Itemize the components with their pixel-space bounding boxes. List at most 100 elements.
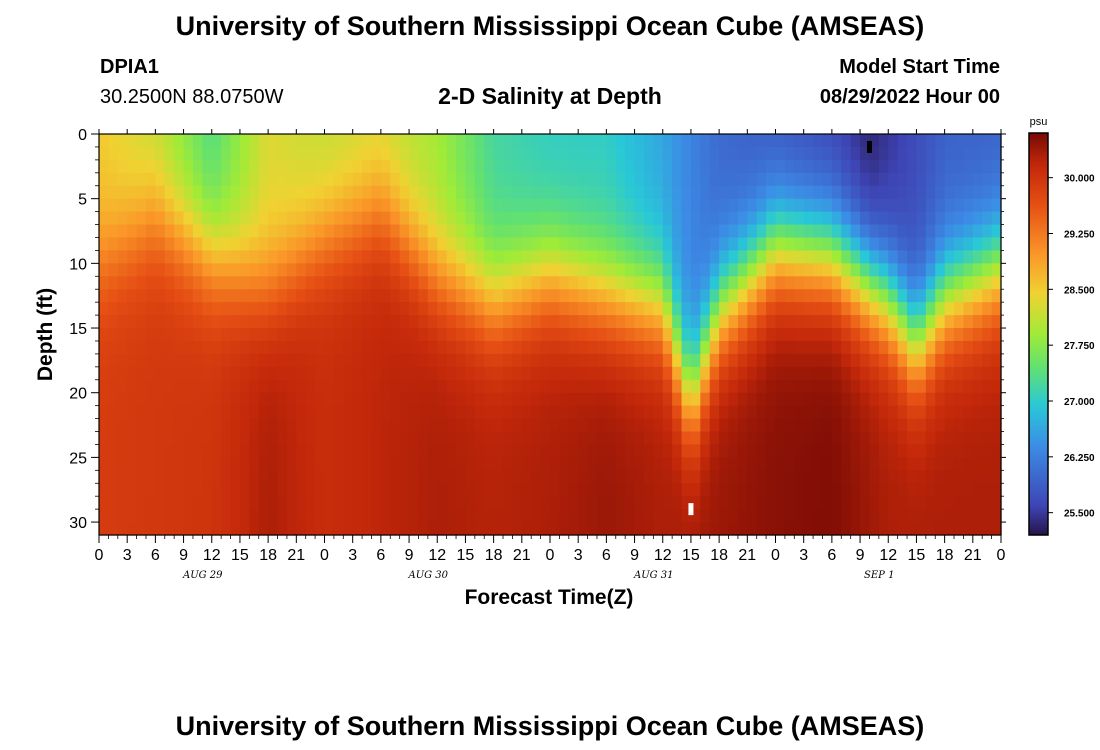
heatmap-cell xyxy=(409,509,420,523)
heatmap-cell xyxy=(277,444,288,458)
heatmap-cell xyxy=(258,470,269,484)
heatmap-cell xyxy=(925,198,936,213)
x-tick-label: 18 xyxy=(936,547,954,564)
heatmap-cell xyxy=(456,340,467,355)
heatmap-cell xyxy=(503,457,514,471)
heatmap-cell xyxy=(108,276,119,290)
heatmap-cell xyxy=(136,405,147,420)
heatmap-cell xyxy=(653,353,664,368)
heatmap-cell xyxy=(925,146,936,161)
heatmap-cell xyxy=(446,431,457,446)
heatmap-cell xyxy=(925,328,936,342)
heatmap-cell xyxy=(268,328,279,342)
heatmap-cell xyxy=(503,250,514,264)
heatmap-cell xyxy=(991,159,1002,174)
heatmap-cell xyxy=(625,211,636,226)
heatmap-cell xyxy=(277,211,288,226)
heatmap-cell xyxy=(568,405,579,420)
heatmap-cell xyxy=(324,418,335,433)
heatmap-cell xyxy=(587,496,598,510)
heatmap-cell xyxy=(277,379,288,394)
heatmap-cell xyxy=(540,211,551,226)
heatmap-cell xyxy=(587,263,598,277)
heatmap-cell xyxy=(596,134,607,148)
heatmap-cell xyxy=(380,431,391,446)
heatmap-cell xyxy=(954,509,965,523)
heatmap-cell xyxy=(803,379,814,394)
heatmap-cell xyxy=(681,224,692,239)
heatmap-cell xyxy=(249,509,260,523)
heatmap-cell xyxy=(963,198,974,213)
heatmap-cell xyxy=(352,159,363,174)
heatmap-cell xyxy=(286,405,297,420)
heatmap-cell xyxy=(324,172,335,187)
heatmap-cell xyxy=(963,470,974,484)
heatmap-cell xyxy=(409,392,420,407)
heatmap-cell xyxy=(606,457,617,471)
heatmap-cell xyxy=(211,276,222,290)
heatmap-cell xyxy=(380,444,391,458)
heatmap-cell xyxy=(446,134,457,148)
heatmap-cell xyxy=(897,379,908,394)
heatmap-cell xyxy=(108,431,119,446)
heatmap-cell xyxy=(681,263,692,277)
heatmap-cell xyxy=(503,444,514,458)
heatmap-cell xyxy=(766,328,777,342)
heatmap-cell xyxy=(277,366,288,381)
heatmap-cell xyxy=(437,185,448,200)
heatmap-cell xyxy=(315,198,326,213)
heatmap-cell xyxy=(249,185,260,200)
heatmap-cell xyxy=(803,457,814,471)
heatmap-cell xyxy=(202,276,213,290)
heatmap-cell xyxy=(550,392,560,407)
heatmap-cell xyxy=(831,431,842,446)
heatmap-cell xyxy=(747,276,758,290)
heatmap-cell xyxy=(653,470,664,484)
heatmap-cell xyxy=(878,315,889,329)
heatmap-cell xyxy=(954,522,965,536)
heatmap-cell xyxy=(596,172,607,187)
heatmap-cell xyxy=(916,418,927,433)
heatmap-cell xyxy=(117,211,128,226)
heatmap-cell xyxy=(794,302,805,316)
heatmap-cell xyxy=(117,431,128,446)
heatmap-cell xyxy=(681,276,692,290)
heatmap-cell xyxy=(343,444,354,458)
heatmap-cell xyxy=(596,366,607,381)
heatmap-cell xyxy=(662,185,673,200)
heatmap-cell xyxy=(850,405,861,420)
heatmap-cell xyxy=(766,431,777,446)
heatmap-cell xyxy=(653,522,664,536)
heatmap-cell xyxy=(362,418,373,433)
heatmap-cell xyxy=(963,211,974,226)
heatmap-cell xyxy=(606,405,617,420)
heatmap-cell xyxy=(841,263,852,277)
heatmap-cell xyxy=(963,172,974,187)
heatmap-cell xyxy=(991,211,1002,226)
heatmap-cell xyxy=(559,509,570,523)
heatmap-cell xyxy=(643,457,654,471)
heatmap-cell xyxy=(907,302,918,316)
heatmap-cell xyxy=(117,302,128,316)
heatmap-cell xyxy=(568,353,579,368)
heatmap-cell xyxy=(155,224,166,239)
heatmap-cell xyxy=(427,263,438,277)
heatmap-cell xyxy=(202,457,213,471)
heatmap-cell xyxy=(822,496,833,510)
heatmap-cell xyxy=(690,172,701,187)
heatmap-cell xyxy=(230,353,241,368)
heatmap-cell xyxy=(99,134,109,148)
heatmap-cell xyxy=(258,172,269,187)
heatmap-cell xyxy=(258,496,269,510)
heatmap-cell xyxy=(690,483,701,497)
heatmap-cell xyxy=(916,379,927,394)
heatmap-cell xyxy=(972,522,983,536)
heatmap-cell xyxy=(963,392,974,407)
heatmap-cell xyxy=(794,457,805,471)
heatmap-cell xyxy=(662,172,673,187)
heatmap-cell xyxy=(352,328,363,342)
heatmap-cell xyxy=(380,315,391,329)
heatmap-cell xyxy=(775,198,786,213)
heatmap-cell xyxy=(380,250,391,264)
heatmap-cell xyxy=(775,134,786,148)
